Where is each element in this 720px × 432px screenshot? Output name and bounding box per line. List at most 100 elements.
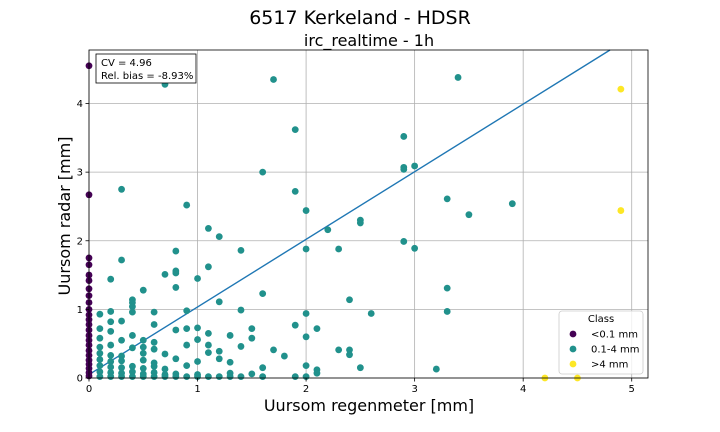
data-point <box>248 370 256 378</box>
data-point <box>302 362 310 370</box>
data-point <box>204 341 212 349</box>
y-axis-label: Uursom radar [mm] <box>55 137 74 296</box>
data-point <box>150 373 158 381</box>
data-point <box>96 334 104 342</box>
data-point <box>118 352 125 360</box>
legend-items: <0.1 mm 0.1-4 mm >4 mm <box>569 330 640 371</box>
data-point <box>96 356 104 363</box>
fit-line-group <box>88 49 611 376</box>
data-point <box>204 349 212 357</box>
data-point <box>129 344 136 352</box>
legend-marker <box>569 360 577 368</box>
data-point <box>194 336 201 343</box>
x-tick-label: 0 <box>86 384 92 395</box>
data-point <box>183 373 191 381</box>
data-point <box>204 225 212 232</box>
data-point <box>107 373 115 381</box>
data-point <box>96 325 104 332</box>
data-point <box>259 373 267 381</box>
legend-frame <box>558 310 644 375</box>
data-point <box>226 358 234 366</box>
legend: Class <0.1 mm 0.1-4 mm >4 mm <box>558 310 644 375</box>
data-point <box>204 329 212 337</box>
data-point <box>291 373 299 381</box>
data-point <box>335 346 343 354</box>
y-tick-label: 0 <box>77 374 83 385</box>
stats-bias: Rel. bias = -8.93% <box>101 71 193 82</box>
data-point <box>96 343 104 351</box>
data-point <box>150 321 158 328</box>
x-tick-label: 1 <box>194 384 200 395</box>
data-point <box>346 351 353 359</box>
data-point <box>226 373 234 381</box>
plot-frame <box>88 49 649 379</box>
data-point <box>96 373 104 381</box>
data-point <box>194 358 201 365</box>
data-point <box>172 373 180 381</box>
data-point <box>107 358 115 365</box>
data-point <box>107 275 115 283</box>
data-point <box>183 325 191 332</box>
legend-title: Class <box>588 314 614 325</box>
data-point <box>443 284 451 292</box>
data-point <box>443 308 451 315</box>
data-point <box>139 364 147 372</box>
x-tick-label: 2 <box>303 384 309 395</box>
data-point <box>259 364 267 372</box>
data-point <box>508 200 516 208</box>
data-point <box>280 352 288 360</box>
data-point <box>270 346 277 354</box>
data-point <box>150 308 158 316</box>
data-point <box>237 246 245 254</box>
data-point <box>129 373 136 381</box>
data-point <box>215 233 223 241</box>
data-point <box>172 247 180 255</box>
data-point <box>356 219 364 227</box>
legend-label: >4 mm <box>591 360 628 371</box>
data-point <box>367 310 375 317</box>
data-point <box>107 363 115 371</box>
data-point <box>432 365 440 373</box>
data-point <box>172 269 180 277</box>
data-point <box>204 373 212 381</box>
y-ticks: 0 1 2 3 4 <box>77 99 89 385</box>
data-point <box>183 341 191 349</box>
data-point <box>150 338 158 346</box>
data-point <box>302 333 310 341</box>
data-point <box>107 351 115 359</box>
data-point <box>118 373 125 381</box>
legend-label: 0.1-4 mm <box>591 345 640 356</box>
data-point <box>107 327 115 335</box>
data-point <box>302 245 310 253</box>
legend-label: <0.1 mm <box>591 330 638 341</box>
data-point <box>215 355 223 363</box>
data-point <box>161 350 169 358</box>
data-point <box>118 256 125 264</box>
data-point <box>248 325 256 332</box>
data-point <box>161 373 169 381</box>
y-tick-label: 3 <box>77 168 83 179</box>
data-point <box>96 368 104 376</box>
data-point <box>129 332 136 339</box>
data-point <box>183 307 191 315</box>
data-point <box>454 74 462 81</box>
data-point <box>411 162 419 170</box>
data-point <box>313 369 321 377</box>
data-point <box>291 126 299 133</box>
stats-box-frame <box>95 53 197 84</box>
data-point <box>313 325 321 332</box>
stats-box: CV = 4.96 Rel. bias = -8.93% <box>95 53 197 84</box>
x-axis-label: Uursom regenmeter [mm] <box>264 396 474 415</box>
x-tick-label: 5 <box>629 384 635 395</box>
legend-marker <box>569 345 577 353</box>
data-point <box>139 373 147 381</box>
data-point <box>291 187 299 195</box>
data-point <box>356 364 364 372</box>
data-point <box>259 290 267 297</box>
data-point <box>96 310 104 318</box>
figure-title: 6517 Kerkeland - HDSR <box>249 7 471 29</box>
data-point <box>226 332 234 339</box>
data-point <box>96 362 104 370</box>
figure-subtitle: irc_realtime - 1h <box>304 31 434 51</box>
